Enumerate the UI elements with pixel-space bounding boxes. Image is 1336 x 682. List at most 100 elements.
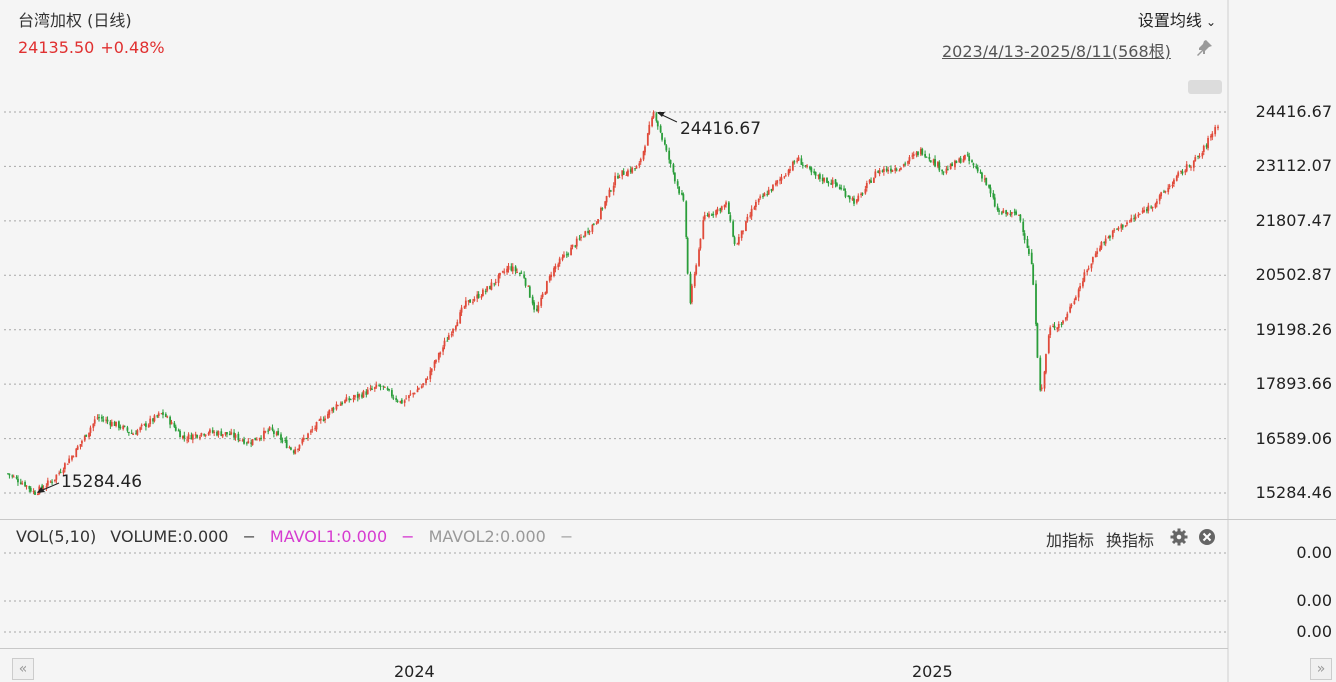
candle-body: [46, 480, 49, 486]
candle-body: [220, 431, 223, 436]
candle-body: [575, 238, 578, 247]
candle-body: [1198, 156, 1201, 158]
candle-body: [497, 275, 500, 283]
candle-body: [1000, 212, 1003, 214]
add-indicator-button[interactable]: 加指标: [1046, 531, 1095, 550]
candle-body: [472, 301, 474, 303]
candle-body: [51, 481, 53, 483]
date-range-link[interactable]: 2023/4/13-2025/8/11(568根): [942, 42, 1171, 61]
candle-body: [426, 378, 429, 380]
candle-body: [399, 400, 402, 403]
candle-body: [733, 237, 736, 244]
candle-body: [213, 431, 216, 433]
candle-body: [147, 424, 150, 428]
candle-body: [770, 189, 773, 191]
candle-body: [298, 444, 301, 449]
candle-body: [1133, 218, 1136, 220]
candle-body: [570, 247, 572, 256]
candle-body: [243, 439, 245, 444]
candle-body: [354, 395, 356, 398]
candle-body: [55, 474, 58, 480]
candle-body: [173, 422, 176, 427]
candle-body: [881, 170, 884, 172]
price-change: +0.48%: [100, 38, 165, 57]
candle-body: [71, 456, 73, 460]
candle-body: [642, 151, 645, 160]
candle-body: [523, 274, 526, 278]
candle-body: [661, 133, 663, 140]
candle-body: [1030, 252, 1033, 265]
candle-body: [676, 181, 679, 186]
candle-body: [1128, 220, 1131, 222]
candle-body: [971, 160, 973, 163]
candle-body: [1100, 242, 1103, 249]
candle-body: [1167, 187, 1170, 193]
candle-body: [725, 202, 727, 205]
candle-body: [814, 171, 817, 176]
candle-body: [190, 434, 193, 440]
candle-body: [691, 285, 693, 303]
candle-body: [719, 208, 722, 212]
candle-body: [759, 196, 762, 198]
drag-handle[interactable]: [1188, 80, 1222, 94]
candle-body: [644, 146, 646, 153]
candle-body: [7, 473, 9, 475]
candle-body: [122, 425, 125, 429]
pin-icon[interactable]: [1194, 38, 1214, 58]
candle-body: [537, 305, 540, 312]
candle-body: [1155, 201, 1158, 204]
candle-body: [621, 170, 624, 177]
candle-body: [639, 159, 642, 163]
candle-body: [1164, 191, 1167, 193]
candle-body: [936, 162, 939, 167]
candle-body: [1194, 157, 1197, 162]
candle-body: [1096, 251, 1099, 254]
candle-body: [216, 431, 218, 436]
ma-settings-button[interactable]: 设置均线 ⌄: [1138, 7, 1216, 31]
candle-body: [780, 177, 783, 181]
candle-body: [127, 431, 130, 434]
candle-body: [634, 168, 636, 170]
candle-body: [92, 423, 95, 428]
gear-icon[interactable]: [1170, 528, 1188, 546]
candle-body: [810, 167, 813, 173]
candle-body: [136, 430, 139, 435]
candle-body: [981, 172, 983, 179]
candle-body: [1214, 126, 1217, 135]
candle-body: [288, 447, 291, 449]
candle-body: [851, 198, 854, 201]
candle-body: [1173, 179, 1175, 185]
candle-body: [968, 155, 971, 161]
candle-body: [516, 271, 518, 273]
candle-body: [548, 276, 551, 281]
switch-indicator-button[interactable]: 换指标: [1106, 531, 1155, 550]
candle-body: [686, 238, 689, 274]
candle-body: [772, 184, 774, 191]
candle-body: [1043, 371, 1046, 389]
candle-body: [439, 352, 442, 355]
candle-body: [45, 486, 48, 488]
candle-body: [1192, 160, 1195, 168]
scroll-right-button[interactable]: »: [1310, 658, 1332, 680]
candle-body: [840, 187, 843, 189]
candle-body: [375, 384, 378, 388]
candle-body: [1138, 213, 1141, 215]
candle-body: [8, 473, 11, 476]
candle-body: [703, 215, 706, 220]
candle-body: [1023, 233, 1026, 240]
candle-body: [877, 170, 880, 173]
scroll-left-button[interactable]: «: [12, 658, 34, 680]
candle-body: [763, 193, 766, 197]
candle-body: [391, 390, 393, 397]
candle-body: [301, 438, 304, 444]
high-annotation-label: 24416.67: [680, 119, 761, 139]
candle-body: [263, 430, 265, 439]
candle-body: [618, 177, 621, 179]
candle-body: [271, 427, 274, 431]
candle-body: [204, 434, 207, 436]
candle-body: [749, 215, 752, 217]
candle-body: [42, 487, 45, 489]
close-icon[interactable]: [1198, 528, 1216, 546]
candle-body: [1002, 210, 1005, 213]
